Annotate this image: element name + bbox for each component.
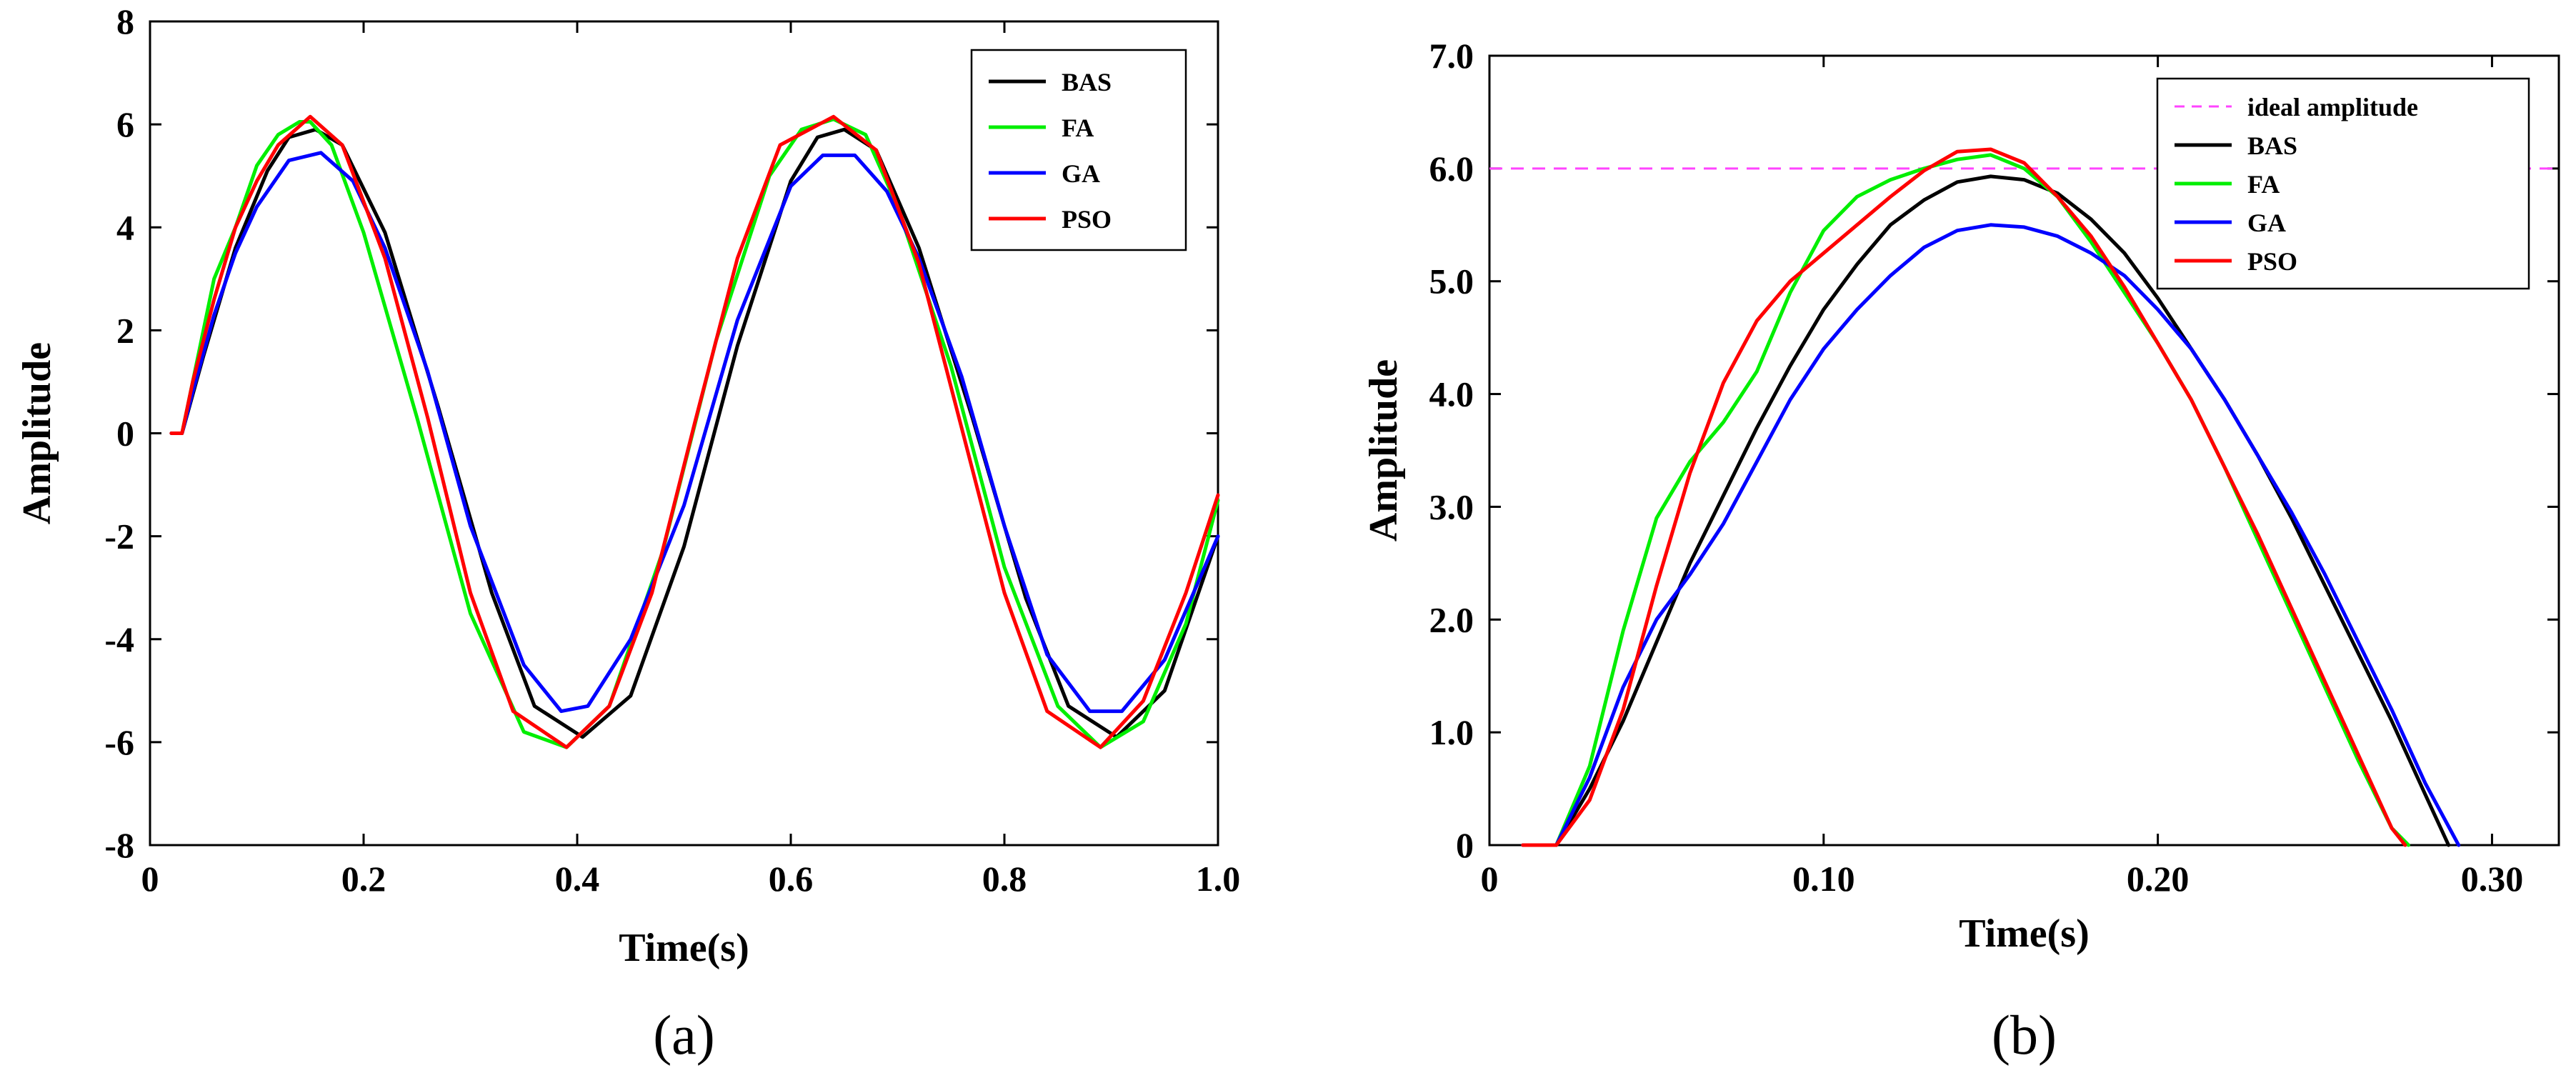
y-tick-label: 6 [116,104,134,144]
x-axis-label-a: Time(s) [619,926,749,970]
series-layer-a [169,114,1220,749]
x-axis-label-b: Time(s) [1959,912,2090,956]
legend-label: GA [1062,159,1100,188]
y-tick-label: 6.0 [1429,149,1474,189]
legend-label: BAS [1062,68,1112,96]
series-line-pso [169,114,1220,749]
x-tick-label: 1.0 [1196,859,1241,899]
y-tick-label: -6 [104,722,134,762]
legend-label: PSO [2247,247,2297,276]
y-tick-label: 7.0 [1429,36,1474,76]
y-tick-label: 4.0 [1429,374,1474,414]
y-tick-label: 4 [116,207,134,247]
y-tick-label: 2.0 [1429,599,1474,639]
y-axis-label-a: Amplitude [15,342,59,524]
legend-label: ideal amplitude [2247,93,2418,121]
x-tick-label: 0.10 [1792,859,1855,899]
legend-box [970,49,1187,251]
caption-a: (a) [653,1004,715,1066]
caption-b: (b) [1992,1004,2057,1066]
x-tick-label: 0.8 [982,859,1027,899]
y-tick-label: -8 [104,825,134,865]
y-tick-label: 2 [116,310,134,350]
legend-label: GA [2247,209,2286,237]
y-tick-label: -4 [104,619,134,659]
legend-a: BAS FA GA PSO [970,49,1187,251]
series-line-fa [1521,153,2410,847]
chart-panel-b: 0 0.10 0.20 0.30 0 1.0 2.0 3.0 4.0 5.0 6.0 7.0 idea… [1362,36,2560,1066]
y-tick-label: 5.0 [1429,261,1474,301]
series-line-ga [1521,223,2461,847]
tick-layer-a: 0 0.2 0.4 0.6 0.8 1.0 -8 -6 -4 -2 0 2 4 6 8 [104,1,1240,899]
chart-panel-a: 0 0.2 0.4 0.6 0.8 1.0 -8 -6 -4 -2 0 2 4 6 8 BAS FA GA PSO… [15,1,1240,1066]
y-tick-label: 0 [1456,825,1474,865]
y-tick-label: 8 [116,1,134,41]
y-tick-label: -2 [104,516,134,557]
series-line-ga [169,151,1220,714]
tick-layer-b: 0 0.10 0.20 0.30 0 1.0 2.0 3.0 4.0 5.0 6.0 7.0 [1429,36,2559,899]
y-tick-label: 1.0 [1429,712,1474,752]
x-tick-label: 0.2 [341,859,386,899]
series-line-pso [1521,147,2407,847]
y-tick-label: 3.0 [1429,486,1474,526]
x-tick-label: 0 [141,859,159,899]
x-tick-label: 0.4 [555,859,600,899]
legend-label: FA [2247,170,2280,199]
legend-label: PSO [1062,205,1112,234]
x-tick-label: 0.30 [2461,859,2524,899]
x-tick-label: 0.20 [2127,859,2190,899]
y-axis-label-b: Amplitude [1362,359,1406,542]
x-tick-label: 0 [1481,859,1499,899]
legend-label: FA [1062,114,1094,142]
x-tick-label: 0.6 [769,859,814,899]
y-tick-label: 0 [116,414,134,454]
legend-label: BAS [2247,131,2297,160]
legend-b: ideal amplitude BAS FA GA PSO [2156,77,2530,290]
